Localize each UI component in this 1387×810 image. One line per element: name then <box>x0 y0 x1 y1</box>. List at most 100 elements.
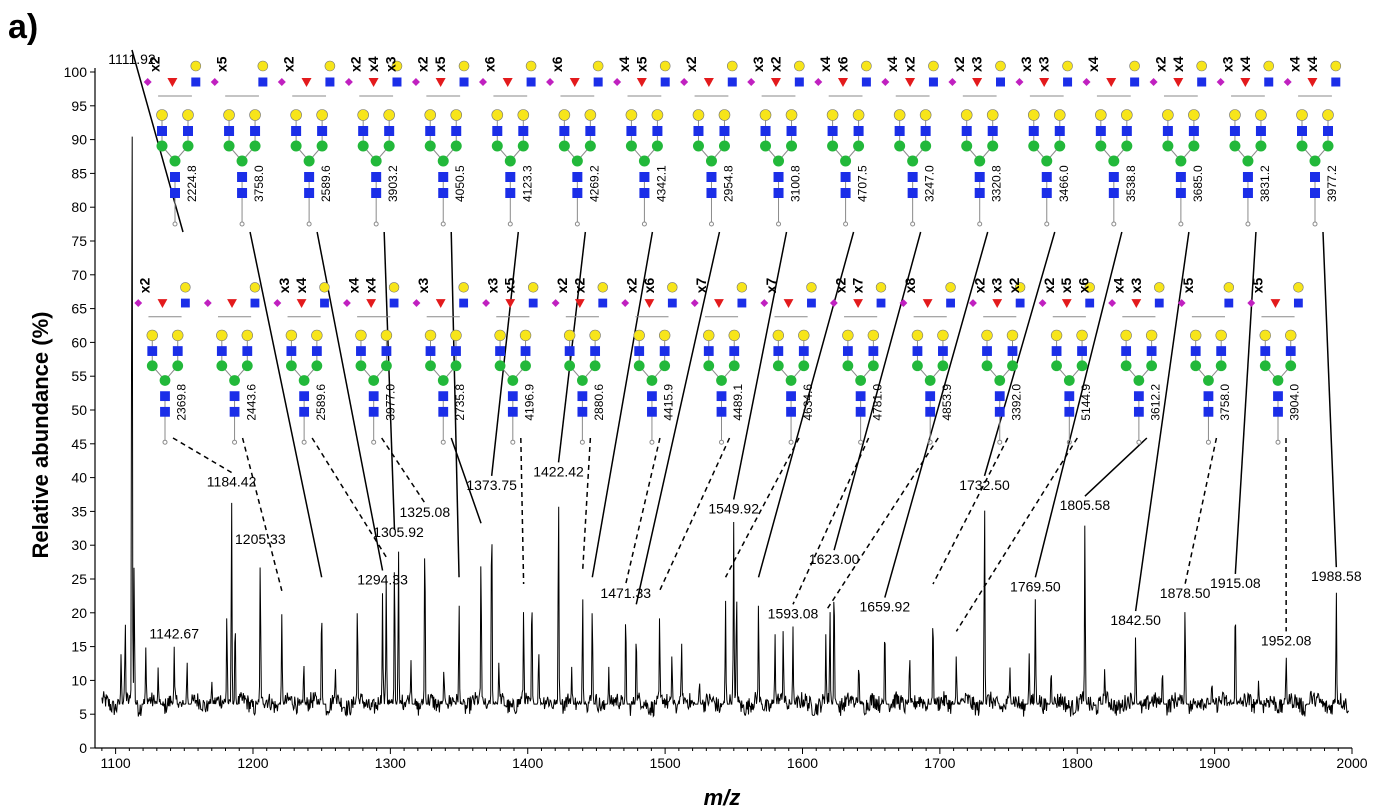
galactose-circle-icon <box>633 329 645 342</box>
fucose-triangle-icon <box>435 78 446 87</box>
peak-label: 1769.50 <box>1010 578 1061 594</box>
fucose-triangle-icon <box>505 299 516 308</box>
galactose-circle-icon <box>290 109 302 121</box>
glcnac-square-icon <box>1273 391 1283 402</box>
multiplier-label: x5 <box>1058 277 1074 293</box>
mannose-circle-icon <box>146 360 158 372</box>
glcnac-square-icon <box>1054 126 1065 136</box>
galactose-circle-icon <box>1027 109 1040 121</box>
leader-line <box>1184 437 1218 585</box>
y-tick-label: 20 <box>71 605 87 621</box>
fucose-triangle-icon <box>972 78 983 87</box>
sialic-diamond-icon <box>814 78 823 86</box>
glycan-structure: x4 x5 4342.1 <box>613 56 671 227</box>
glycan-mass-label: 4123.3 <box>520 165 534 202</box>
sialic-diamond-icon <box>203 299 212 307</box>
galactose-circle-icon <box>584 109 597 121</box>
multiplier-label: x3 <box>415 277 431 293</box>
mannose-circle-icon <box>507 375 519 386</box>
peak-label: 1623.00 <box>809 551 860 567</box>
fucose-triangle-icon <box>227 299 237 308</box>
reducing-end-icon <box>649 439 655 445</box>
sialic-diamond-icon <box>1247 299 1256 307</box>
galactose-circle-icon <box>355 329 367 342</box>
galactose-circle-icon <box>1259 329 1271 342</box>
mannose-circle-icon <box>383 140 395 152</box>
galactose-circle-icon <box>1095 109 1107 121</box>
glcnac-square-icon <box>1285 346 1296 356</box>
galactose-circle-icon <box>1062 60 1073 72</box>
glcnac-square-icon <box>389 298 399 308</box>
galactose-circle-icon <box>494 329 506 342</box>
glycan-mass-label: 4489.1 <box>731 384 745 421</box>
mannose-circle-icon <box>894 140 906 152</box>
galactose-circle-icon <box>1215 329 1227 342</box>
leader-line <box>635 231 721 605</box>
glycan-structure: 2443.6 <box>203 282 261 445</box>
glcnac-square-icon <box>855 391 866 402</box>
multiplier-label: x8 <box>902 277 918 293</box>
glcnac-square-icon <box>286 346 297 356</box>
glycan-structure: x4 3538.8 <box>1082 56 1140 227</box>
glcnac-square-icon <box>1255 126 1266 136</box>
fucose-triangle-icon <box>157 299 168 308</box>
y-tick-label: 55 <box>71 368 87 384</box>
glcnac-square-icon <box>1229 126 1240 136</box>
mannose-circle-icon <box>961 140 973 152</box>
glycan-structure: x7 4634.6 <box>760 277 817 445</box>
sialic-diamond-icon <box>344 78 353 86</box>
fucose-triangle-icon <box>783 299 794 308</box>
glcnac-square-icon <box>317 126 328 136</box>
glycan-mass-label: 2224.8 <box>185 165 199 202</box>
mannose-circle-icon <box>381 360 392 372</box>
mannose-circle-icon <box>311 360 323 372</box>
sialic-diamond-icon <box>277 78 286 86</box>
glcnac-square-icon <box>438 406 449 417</box>
sialic-diamond-icon <box>1149 78 1158 86</box>
mannose-circle-icon <box>159 375 171 386</box>
galactose-circle-icon <box>1196 60 1207 72</box>
fucose-triangle-icon <box>296 299 307 308</box>
glycan-mass-label: 2880.6 <box>592 384 606 421</box>
mannose-circle-icon <box>491 140 503 152</box>
x-tick-label: 1700 <box>924 755 955 771</box>
mannose-circle-icon <box>1162 140 1174 152</box>
glycan-structure: x5 3904.0 <box>1247 277 1304 445</box>
glcnac-square-icon <box>170 172 180 182</box>
glcnac-square-icon <box>1331 77 1341 87</box>
galactose-circle-icon <box>380 329 393 342</box>
galactose-circle-icon <box>798 329 810 342</box>
multiplier-label: x4 <box>1085 56 1101 72</box>
multiplier-label: x2 <box>624 277 640 293</box>
glycan-structure: x5 3758.0 <box>210 56 269 227</box>
mannose-circle-icon <box>564 360 576 372</box>
multiplier-label: x2 <box>137 277 153 293</box>
multiplier-label: x3 <box>1036 56 1052 72</box>
galactose-circle-icon <box>718 109 731 121</box>
peak-label: 1593.08 <box>768 605 819 621</box>
fucose-triangle-icon <box>703 78 714 87</box>
glcnac-square-icon <box>381 346 392 356</box>
leader-line <box>450 437 482 524</box>
y-tick-label: 70 <box>71 267 87 283</box>
glycan-structure: x2 2589.6 <box>277 56 336 227</box>
multiplier-label: x2 <box>832 277 848 293</box>
x-tick-label: 1500 <box>650 755 681 771</box>
mannose-circle-icon <box>773 155 785 167</box>
leader-line <box>241 437 283 591</box>
mannose-circle-icon <box>772 360 784 372</box>
peak-label: 1184.42 <box>207 474 257 490</box>
multiplier-label: x3 <box>1219 56 1235 72</box>
multiplier-label: x6 <box>482 56 498 72</box>
glcnac-square-icon <box>507 391 518 402</box>
glcnac-square-icon <box>634 346 645 356</box>
glcnac-square-icon <box>1015 298 1025 308</box>
x-axis-title: m/z <box>704 785 741 810</box>
sialic-diamond-icon <box>747 78 756 86</box>
glycan-structure: x2 x7 4781.0 <box>829 277 887 445</box>
glcnac-square-icon <box>693 126 704 136</box>
multiplier-label: x5 <box>502 277 518 293</box>
glcnac-square-icon <box>172 346 183 356</box>
mannose-circle-icon <box>303 155 315 167</box>
